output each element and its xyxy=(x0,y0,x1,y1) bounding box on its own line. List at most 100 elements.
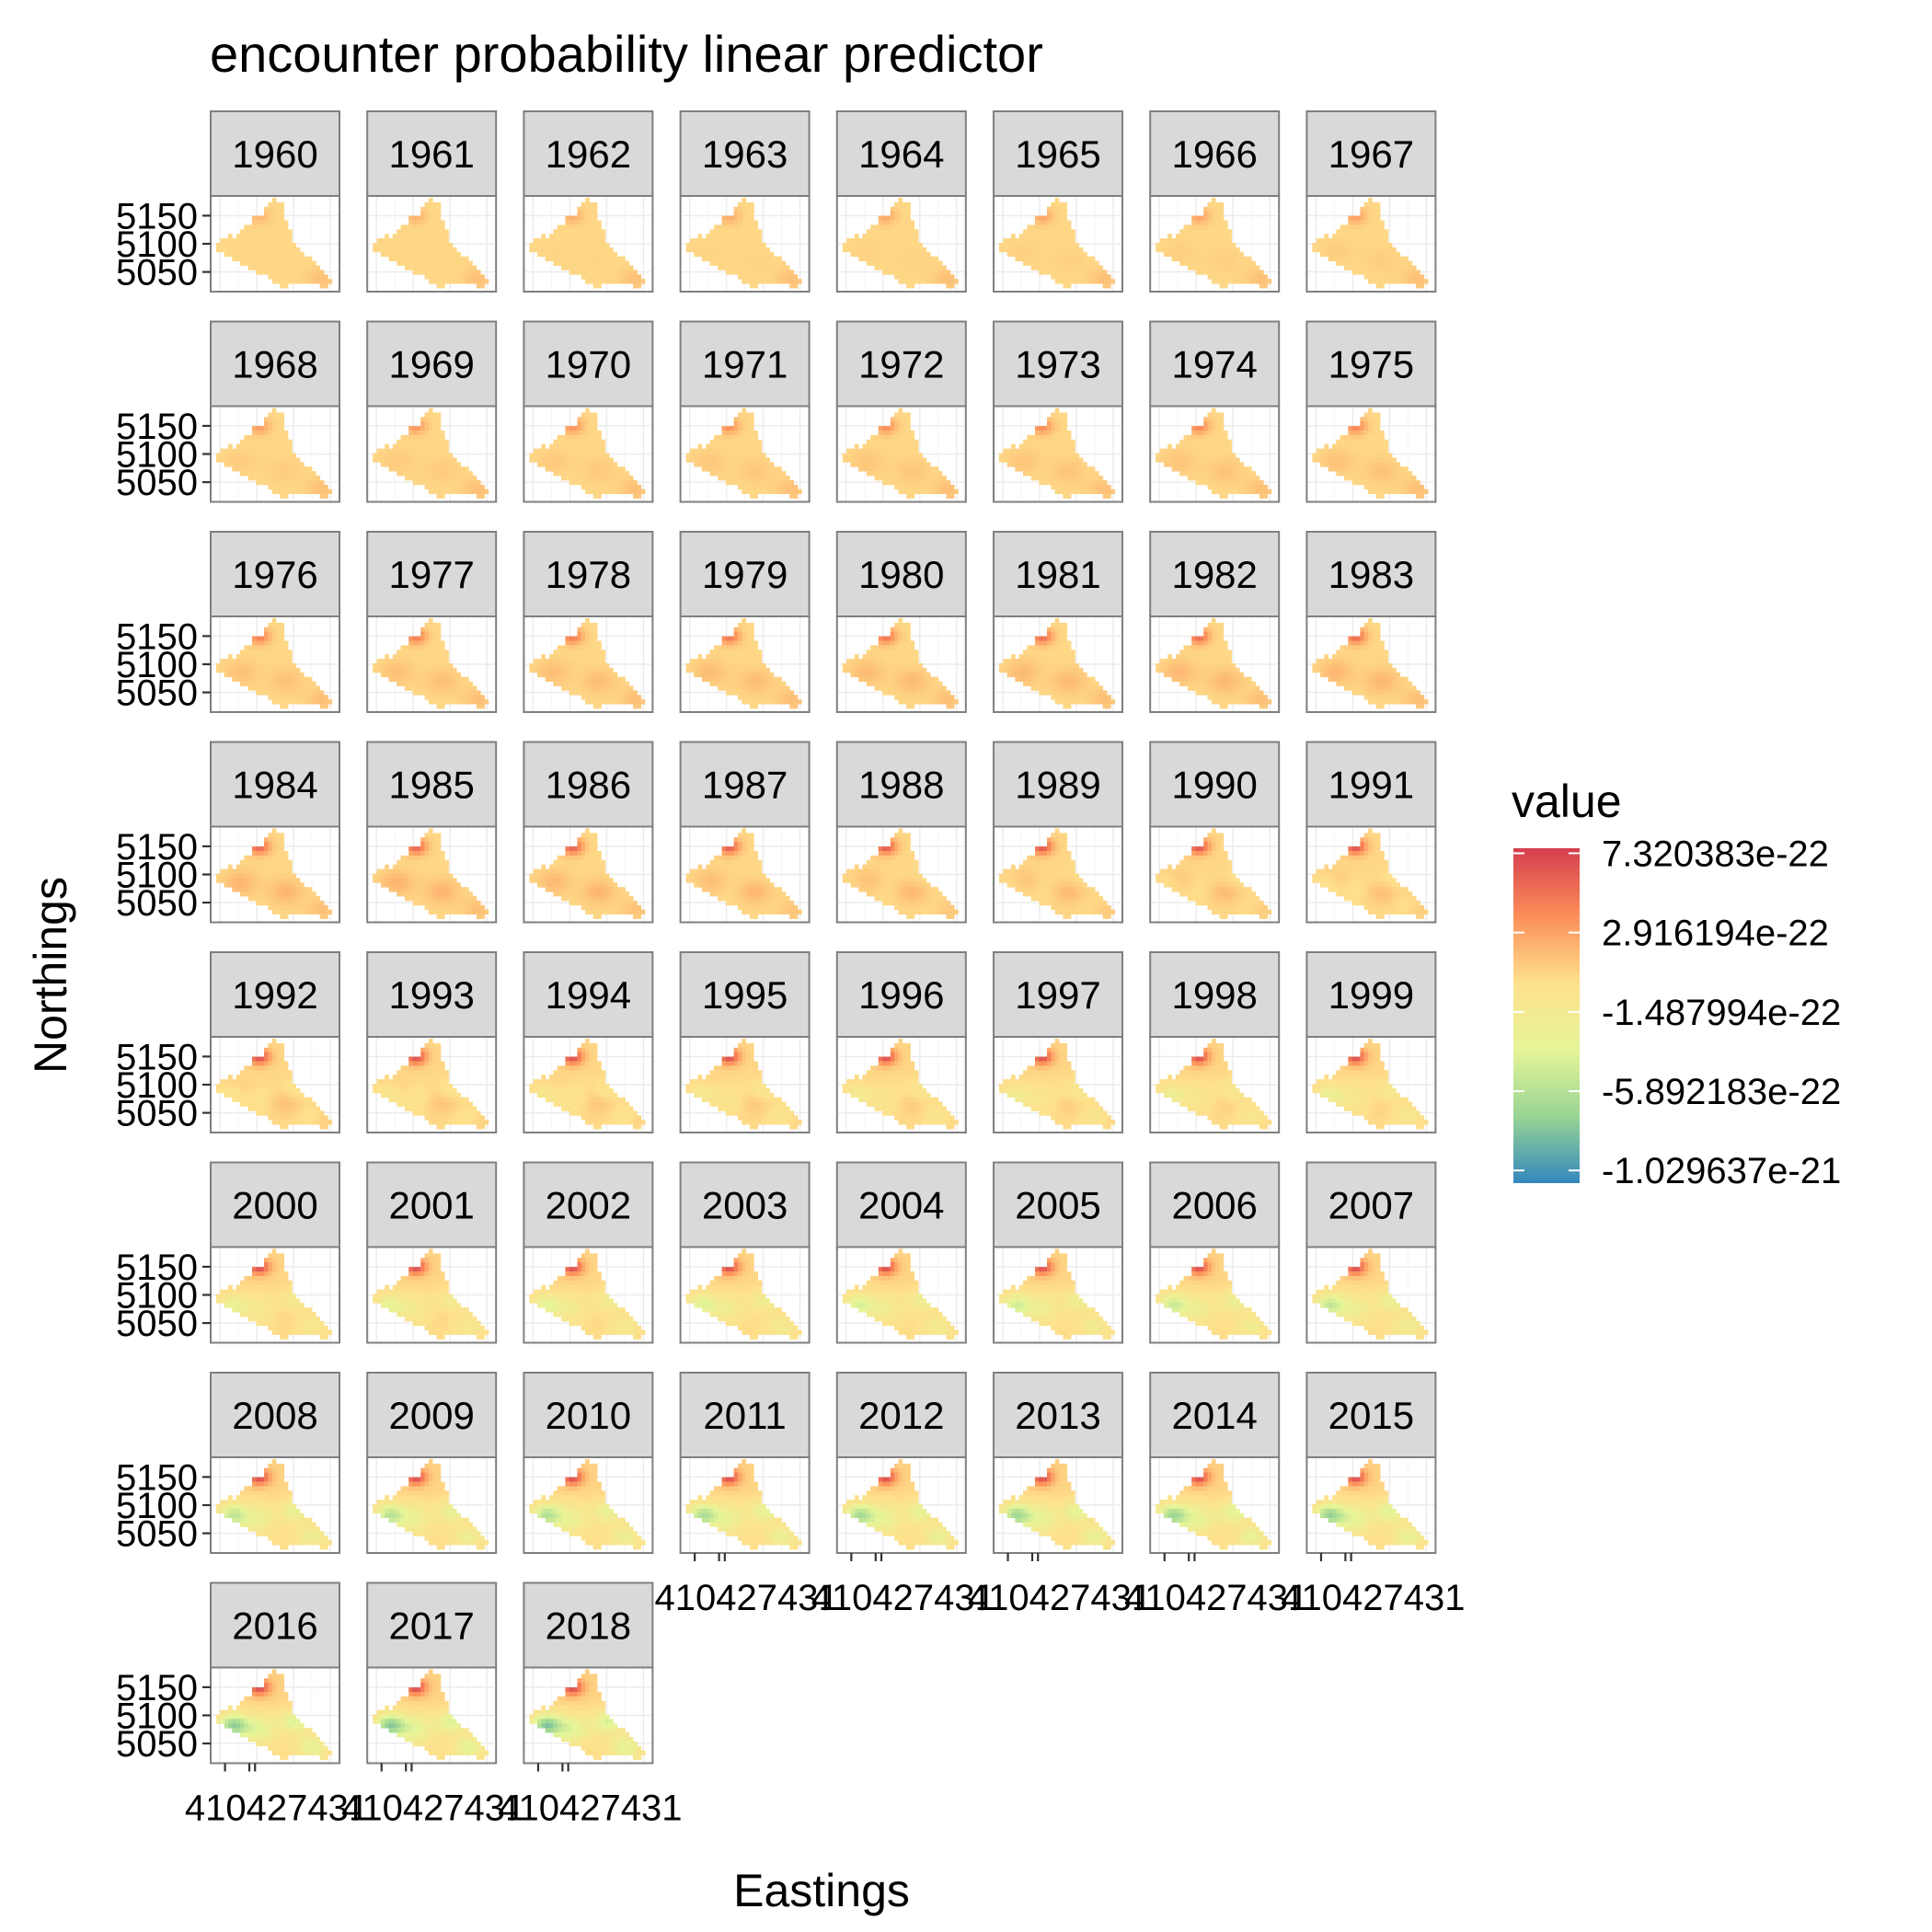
map-cell xyxy=(416,453,421,458)
map-cell xyxy=(268,640,273,646)
map-cell xyxy=(1423,279,1429,284)
map-cell xyxy=(1215,256,1220,261)
map-cell xyxy=(1047,234,1052,239)
map-cell xyxy=(737,431,742,436)
map-cell xyxy=(295,685,301,691)
map-cell xyxy=(1054,256,1060,261)
map-cell xyxy=(757,448,763,454)
map-cell xyxy=(902,251,907,258)
map-cell xyxy=(910,462,915,467)
map-cell xyxy=(592,462,598,467)
map-cell xyxy=(307,279,313,284)
map-cell xyxy=(1356,434,1361,441)
map-cell xyxy=(549,443,554,449)
map-cell xyxy=(1095,476,1099,481)
map-cell xyxy=(1375,476,1381,481)
map-cell xyxy=(553,234,558,239)
map-cell xyxy=(942,274,947,280)
map-cell xyxy=(1207,471,1213,477)
map-cell xyxy=(420,215,425,221)
map-cell xyxy=(312,279,316,284)
map-cell xyxy=(1348,220,1353,225)
map-cell xyxy=(288,229,293,235)
map-cell xyxy=(597,640,602,646)
map-cell xyxy=(753,466,758,472)
map-cell xyxy=(694,462,698,467)
map-cell xyxy=(259,247,265,253)
map-cell xyxy=(934,489,939,494)
map-cell xyxy=(1167,443,1172,449)
map-cell xyxy=(1054,484,1060,490)
map-cell xyxy=(769,270,775,275)
map-cell xyxy=(914,274,919,280)
map-cell xyxy=(753,457,758,463)
map-cell xyxy=(280,453,285,458)
map-cell xyxy=(709,443,715,449)
map-cell xyxy=(1375,224,1381,230)
map-cell xyxy=(247,453,253,458)
map-cell xyxy=(236,256,241,261)
map-cell xyxy=(581,238,586,244)
map-cell xyxy=(906,493,911,499)
map-cell xyxy=(408,256,413,261)
map-cell xyxy=(730,471,734,477)
map-cell xyxy=(894,453,899,458)
map-cell xyxy=(902,265,907,270)
map-cell xyxy=(271,220,277,225)
map-cell xyxy=(1251,476,1256,481)
map-cell xyxy=(216,247,221,253)
map-cell xyxy=(757,243,763,248)
map-cell xyxy=(733,270,739,275)
map-cell xyxy=(1219,489,1225,494)
map-cell xyxy=(1063,229,1068,235)
map-cell xyxy=(1187,234,1192,239)
map-cell xyxy=(464,699,469,705)
map-cell xyxy=(416,431,421,436)
map-cell xyxy=(456,676,461,682)
map-cell xyxy=(1399,270,1405,275)
map-cell xyxy=(910,256,915,261)
map-cell xyxy=(1042,243,1048,248)
map-cell xyxy=(999,457,1004,463)
map-cell xyxy=(529,243,535,248)
map-cell xyxy=(460,695,466,700)
map-cell xyxy=(416,685,421,691)
map-cell xyxy=(597,229,602,235)
map-cell xyxy=(247,462,253,467)
map-cell xyxy=(585,484,590,490)
map-cell xyxy=(1203,421,1208,427)
map-cell xyxy=(1051,238,1056,244)
map-cell xyxy=(256,645,261,650)
map-cell xyxy=(1179,466,1184,472)
map-cell xyxy=(1075,466,1080,472)
map-cell xyxy=(392,462,397,467)
map-cell xyxy=(1211,489,1216,494)
map-cell xyxy=(737,270,742,275)
map-cell xyxy=(271,695,277,700)
map-cell xyxy=(288,650,293,655)
map-cell xyxy=(742,260,746,266)
map-cell xyxy=(400,229,406,235)
map-cell xyxy=(400,448,406,454)
map-cell xyxy=(276,421,281,427)
map-cell xyxy=(424,270,430,275)
map-cell xyxy=(1207,265,1213,270)
map-cell xyxy=(432,695,437,700)
map-cell xyxy=(781,274,787,280)
map-cell xyxy=(878,265,883,270)
map-cell xyxy=(1372,243,1377,248)
map-cell xyxy=(440,247,445,253)
map-cell xyxy=(420,260,425,266)
map-cell xyxy=(592,421,598,427)
map-cell xyxy=(312,471,316,477)
map-cell xyxy=(420,453,425,458)
map-cell xyxy=(585,466,590,472)
map-cell xyxy=(1344,462,1349,467)
map-cell xyxy=(609,265,614,270)
map-cell xyxy=(404,229,409,235)
map-cell xyxy=(706,457,710,463)
map-cell xyxy=(878,443,883,449)
map-cell xyxy=(1071,265,1075,270)
map-cell xyxy=(432,627,437,633)
map-cell xyxy=(733,224,739,230)
